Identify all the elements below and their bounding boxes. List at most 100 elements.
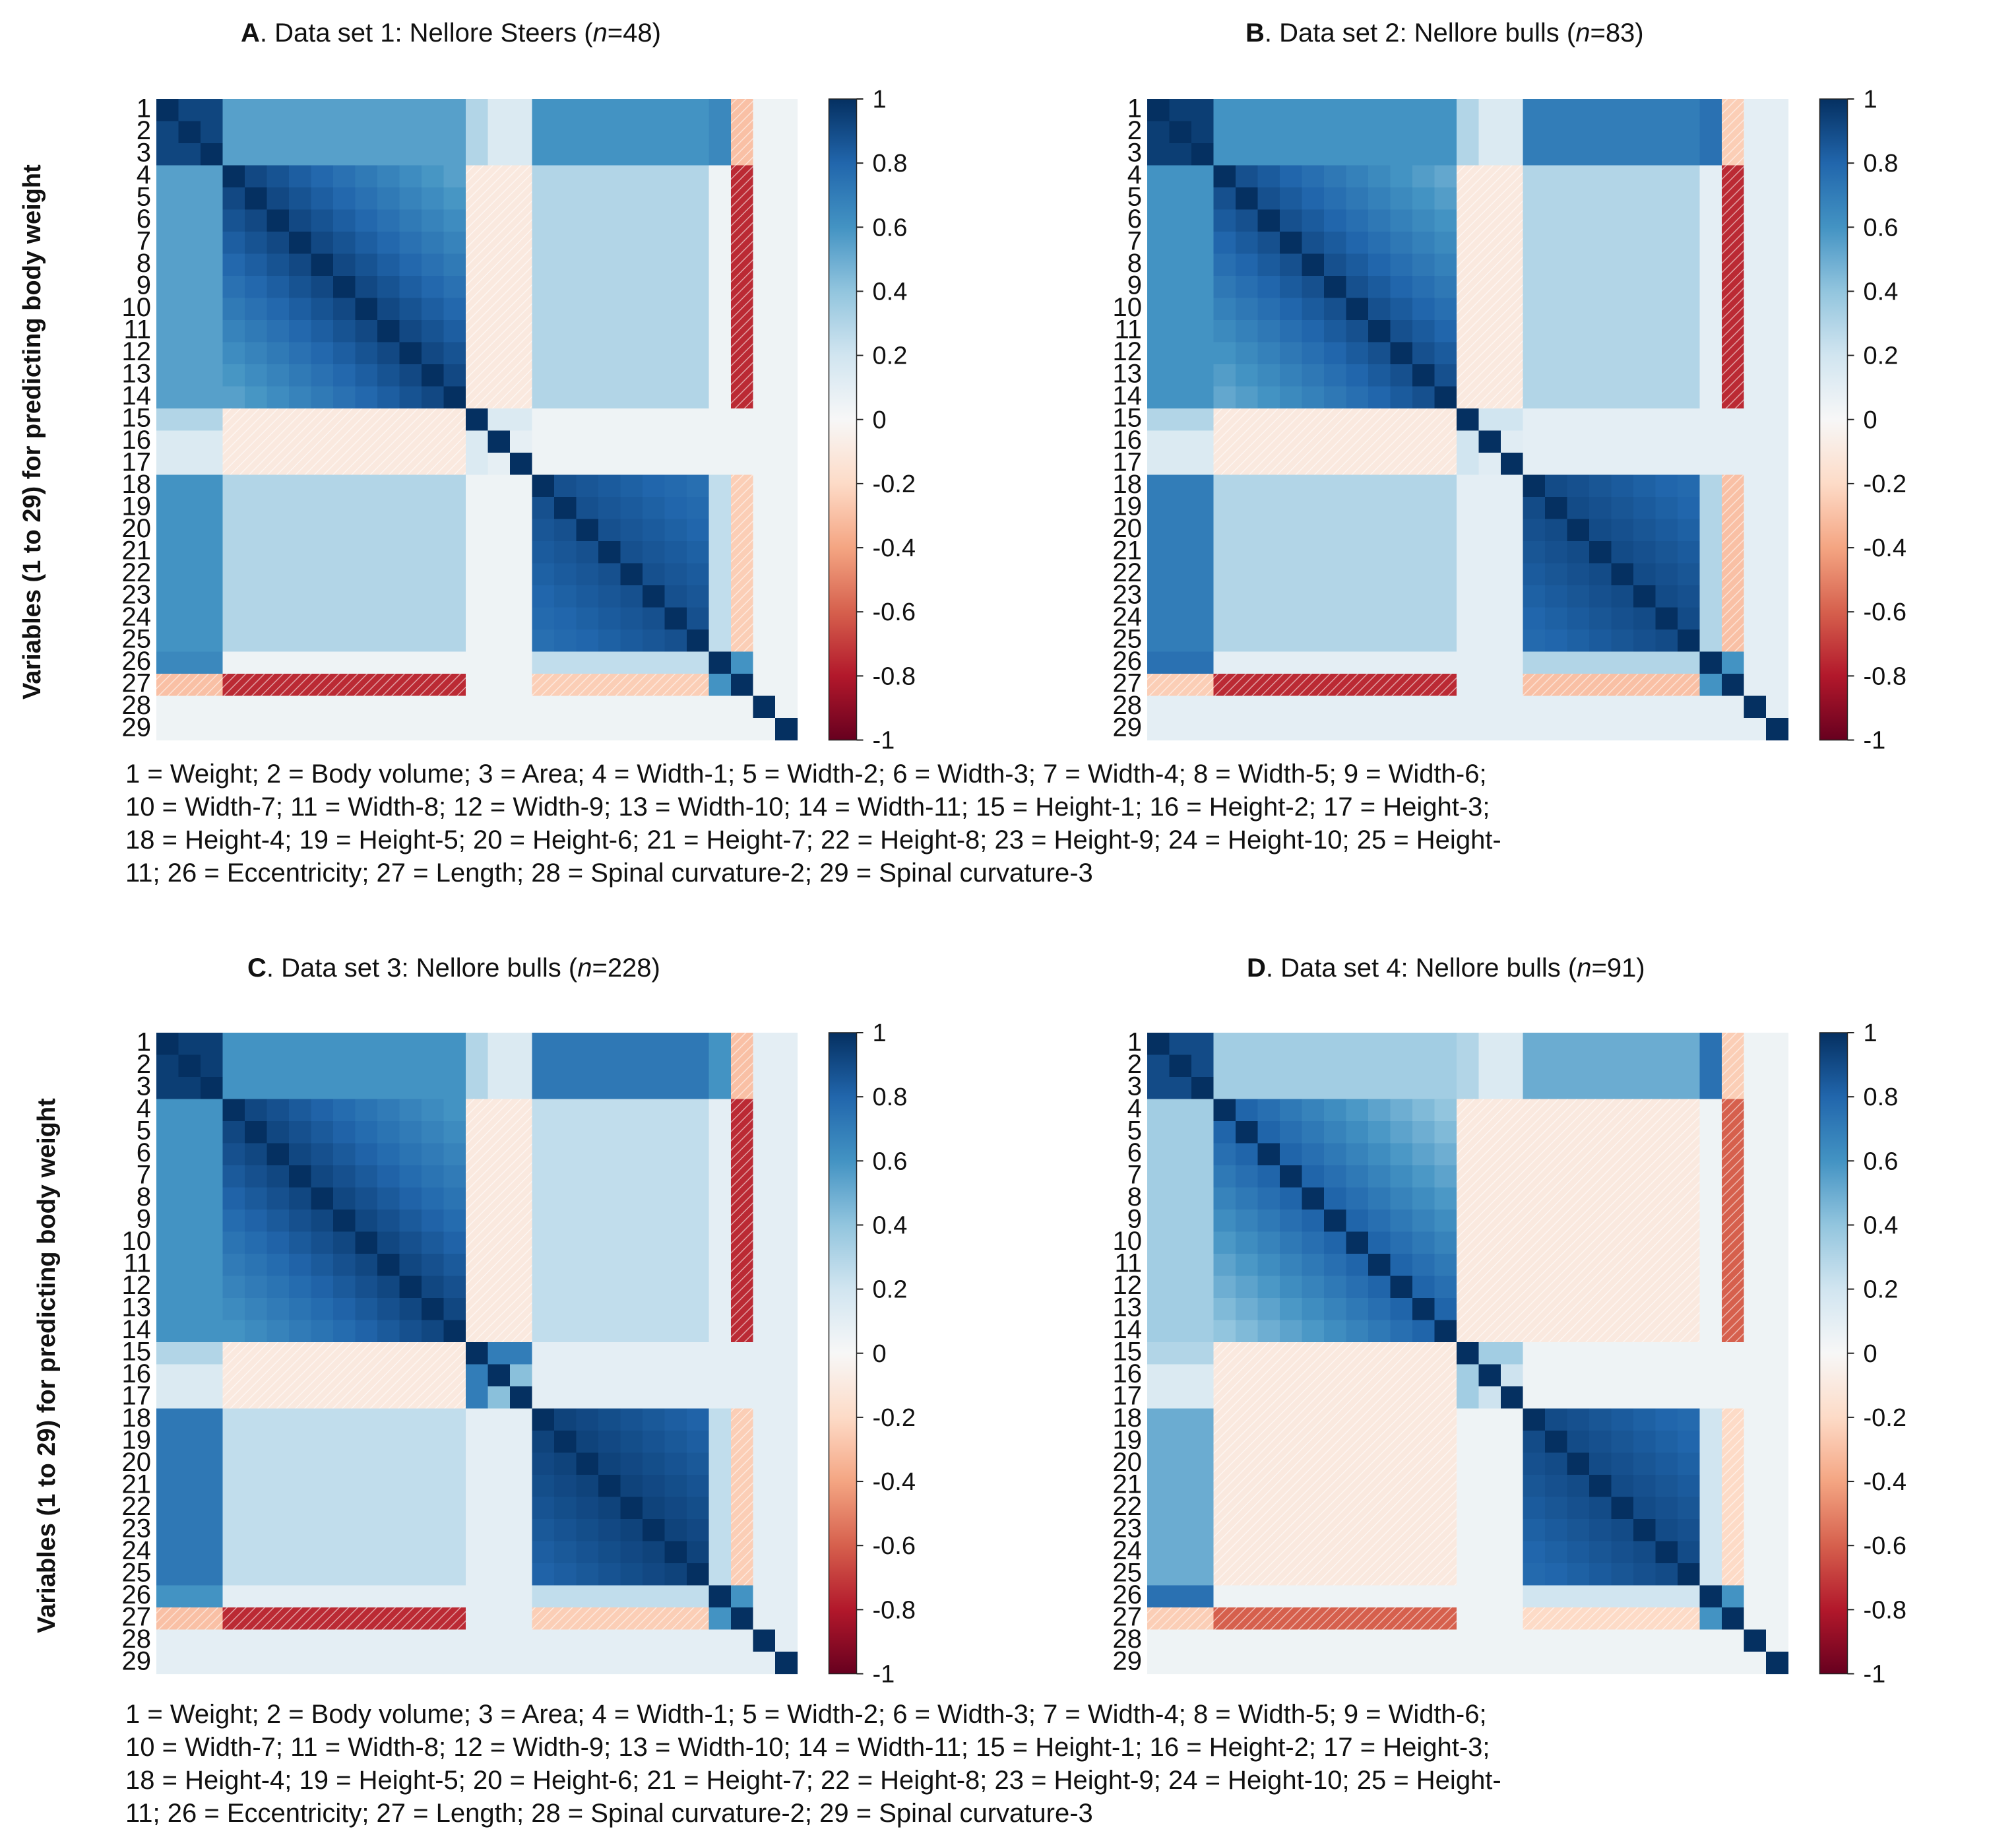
heatmap-cell <box>289 1431 312 1454</box>
heatmap-cell <box>1766 1165 1789 1188</box>
heatmap-cell <box>311 1143 334 1166</box>
negative-hatch <box>1678 1231 1701 1254</box>
heatmap-cell <box>1390 121 1413 144</box>
heatmap-cell <box>643 1342 666 1365</box>
heatmap-cell <box>753 1165 776 1188</box>
heatmap-cell <box>1722 453 1745 476</box>
heatmap-cell <box>1213 143 1236 166</box>
heatmap-cell <box>333 1475 356 1498</box>
negative-hatch <box>333 1386 356 1409</box>
heatmap-cell <box>222 1298 245 1321</box>
heatmap-cell <box>1324 695 1347 719</box>
heatmap-cell <box>377 1210 400 1233</box>
row-tick-label: 25 <box>1113 1558 1143 1587</box>
heatmap-cell <box>399 1276 422 1299</box>
heatmap-cell <box>1169 718 1192 741</box>
heatmap-cell <box>1501 1431 1524 1454</box>
heatmap-cell <box>399 1210 422 1233</box>
heatmap-cell <box>1457 674 1480 697</box>
heatmap-cell <box>1766 209 1789 232</box>
heatmap-cell <box>510 453 533 476</box>
heatmap-cell <box>1169 253 1192 276</box>
heatmap-cell <box>1169 143 1192 166</box>
heatmap-cell <box>443 1585 466 1608</box>
heatmap-cell <box>1478 430 1501 453</box>
heatmap-cell <box>1236 1276 1259 1299</box>
heatmap-cell <box>1766 1121 1789 1144</box>
heatmap-cell <box>1722 1585 1745 1608</box>
negative-hatch <box>1434 1607 1457 1631</box>
heatmap-cell <box>488 1077 511 1100</box>
heatmap-cell <box>753 695 776 719</box>
heatmap-cell <box>1545 1497 1568 1520</box>
heatmap-cell <box>222 276 245 299</box>
heatmap-cell <box>1147 1054 1170 1078</box>
heatmap-cell <box>1412 563 1435 586</box>
heatmap-cell <box>422 1231 445 1254</box>
heatmap-cell <box>576 253 599 276</box>
negative-hatch <box>1722 1452 1745 1475</box>
heatmap-cell <box>222 386 245 409</box>
negative-hatch <box>1412 1408 1435 1431</box>
heatmap-cell <box>201 1475 224 1498</box>
heatmap-cell <box>1324 519 1347 542</box>
negative-hatch <box>731 1077 754 1100</box>
heatmap-cell <box>1611 1519 1634 1542</box>
heatmap-cell <box>1324 1099 1347 1122</box>
row-tick-label: 9 <box>137 1204 151 1233</box>
heatmap-cell <box>245 1320 268 1343</box>
negative-hatch <box>422 453 445 476</box>
heatmap-cell <box>1412 364 1435 387</box>
heatmap-cell <box>576 386 599 409</box>
heatmap-cell <box>532 497 555 520</box>
heatmap-cell <box>156 1254 179 1277</box>
heatmap-cell <box>1434 1254 1457 1277</box>
negative-hatch <box>1457 1254 1480 1277</box>
heatmap-cell <box>1147 1143 1170 1166</box>
heatmap-cell <box>289 1231 312 1254</box>
heatmap-cell <box>1722 674 1745 697</box>
heatmap-cell <box>443 1475 466 1498</box>
heatmap-cell <box>1567 298 1590 321</box>
heatmap-cell <box>355 1652 378 1675</box>
negative-hatch <box>1390 453 1413 476</box>
heatmap-cell <box>333 630 356 653</box>
negative-hatch <box>156 674 179 697</box>
heatmap-cell <box>1368 187 1391 210</box>
heatmap-cell <box>1766 519 1789 542</box>
heatmap-cell <box>554 1121 577 1144</box>
heatmap-cell <box>598 1210 621 1233</box>
colorbar <box>828 98 858 741</box>
heatmap-cell <box>377 320 400 343</box>
heatmap-cell <box>643 1054 666 1078</box>
negative-hatch <box>1280 1452 1303 1475</box>
heatmap-cell <box>1434 585 1457 608</box>
heatmap-cell <box>664 430 687 453</box>
row-tick-label: 19 <box>1113 492 1143 521</box>
heatmap-cell <box>1302 1210 1325 1233</box>
negative-hatch <box>1390 1497 1413 1520</box>
heatmap-cell <box>488 453 511 476</box>
heatmap-cell <box>443 253 466 276</box>
heatmap-cell <box>709 1320 732 1343</box>
heatmap-cell <box>598 718 621 741</box>
heatmap-cell <box>643 541 666 564</box>
row-tick-label: 20 <box>1113 1448 1143 1477</box>
negative-hatch <box>1257 1386 1280 1409</box>
heatmap-cell <box>1744 1563 1767 1586</box>
colorbar-tick-label: -0.2 <box>873 470 916 498</box>
heatmap-cell <box>576 1320 599 1343</box>
heatmap-cell <box>333 1231 356 1254</box>
heatmap-cell <box>1434 1231 1457 1254</box>
heatmap-cell <box>1368 1121 1391 1144</box>
heatmap-cell <box>443 187 466 210</box>
heatmap-cell <box>1478 651 1501 674</box>
heatmap-cell <box>1655 1629 1678 1652</box>
heatmap-cell <box>1457 1054 1480 1078</box>
heatmap-cell <box>510 1077 533 1100</box>
n-label: n <box>1577 954 1592 983</box>
heatmap-cell <box>1147 99 1170 122</box>
heatmap-cell <box>1744 1033 1767 1056</box>
heatmap-cell <box>355 298 378 321</box>
heatmap-cell <box>1567 563 1590 586</box>
